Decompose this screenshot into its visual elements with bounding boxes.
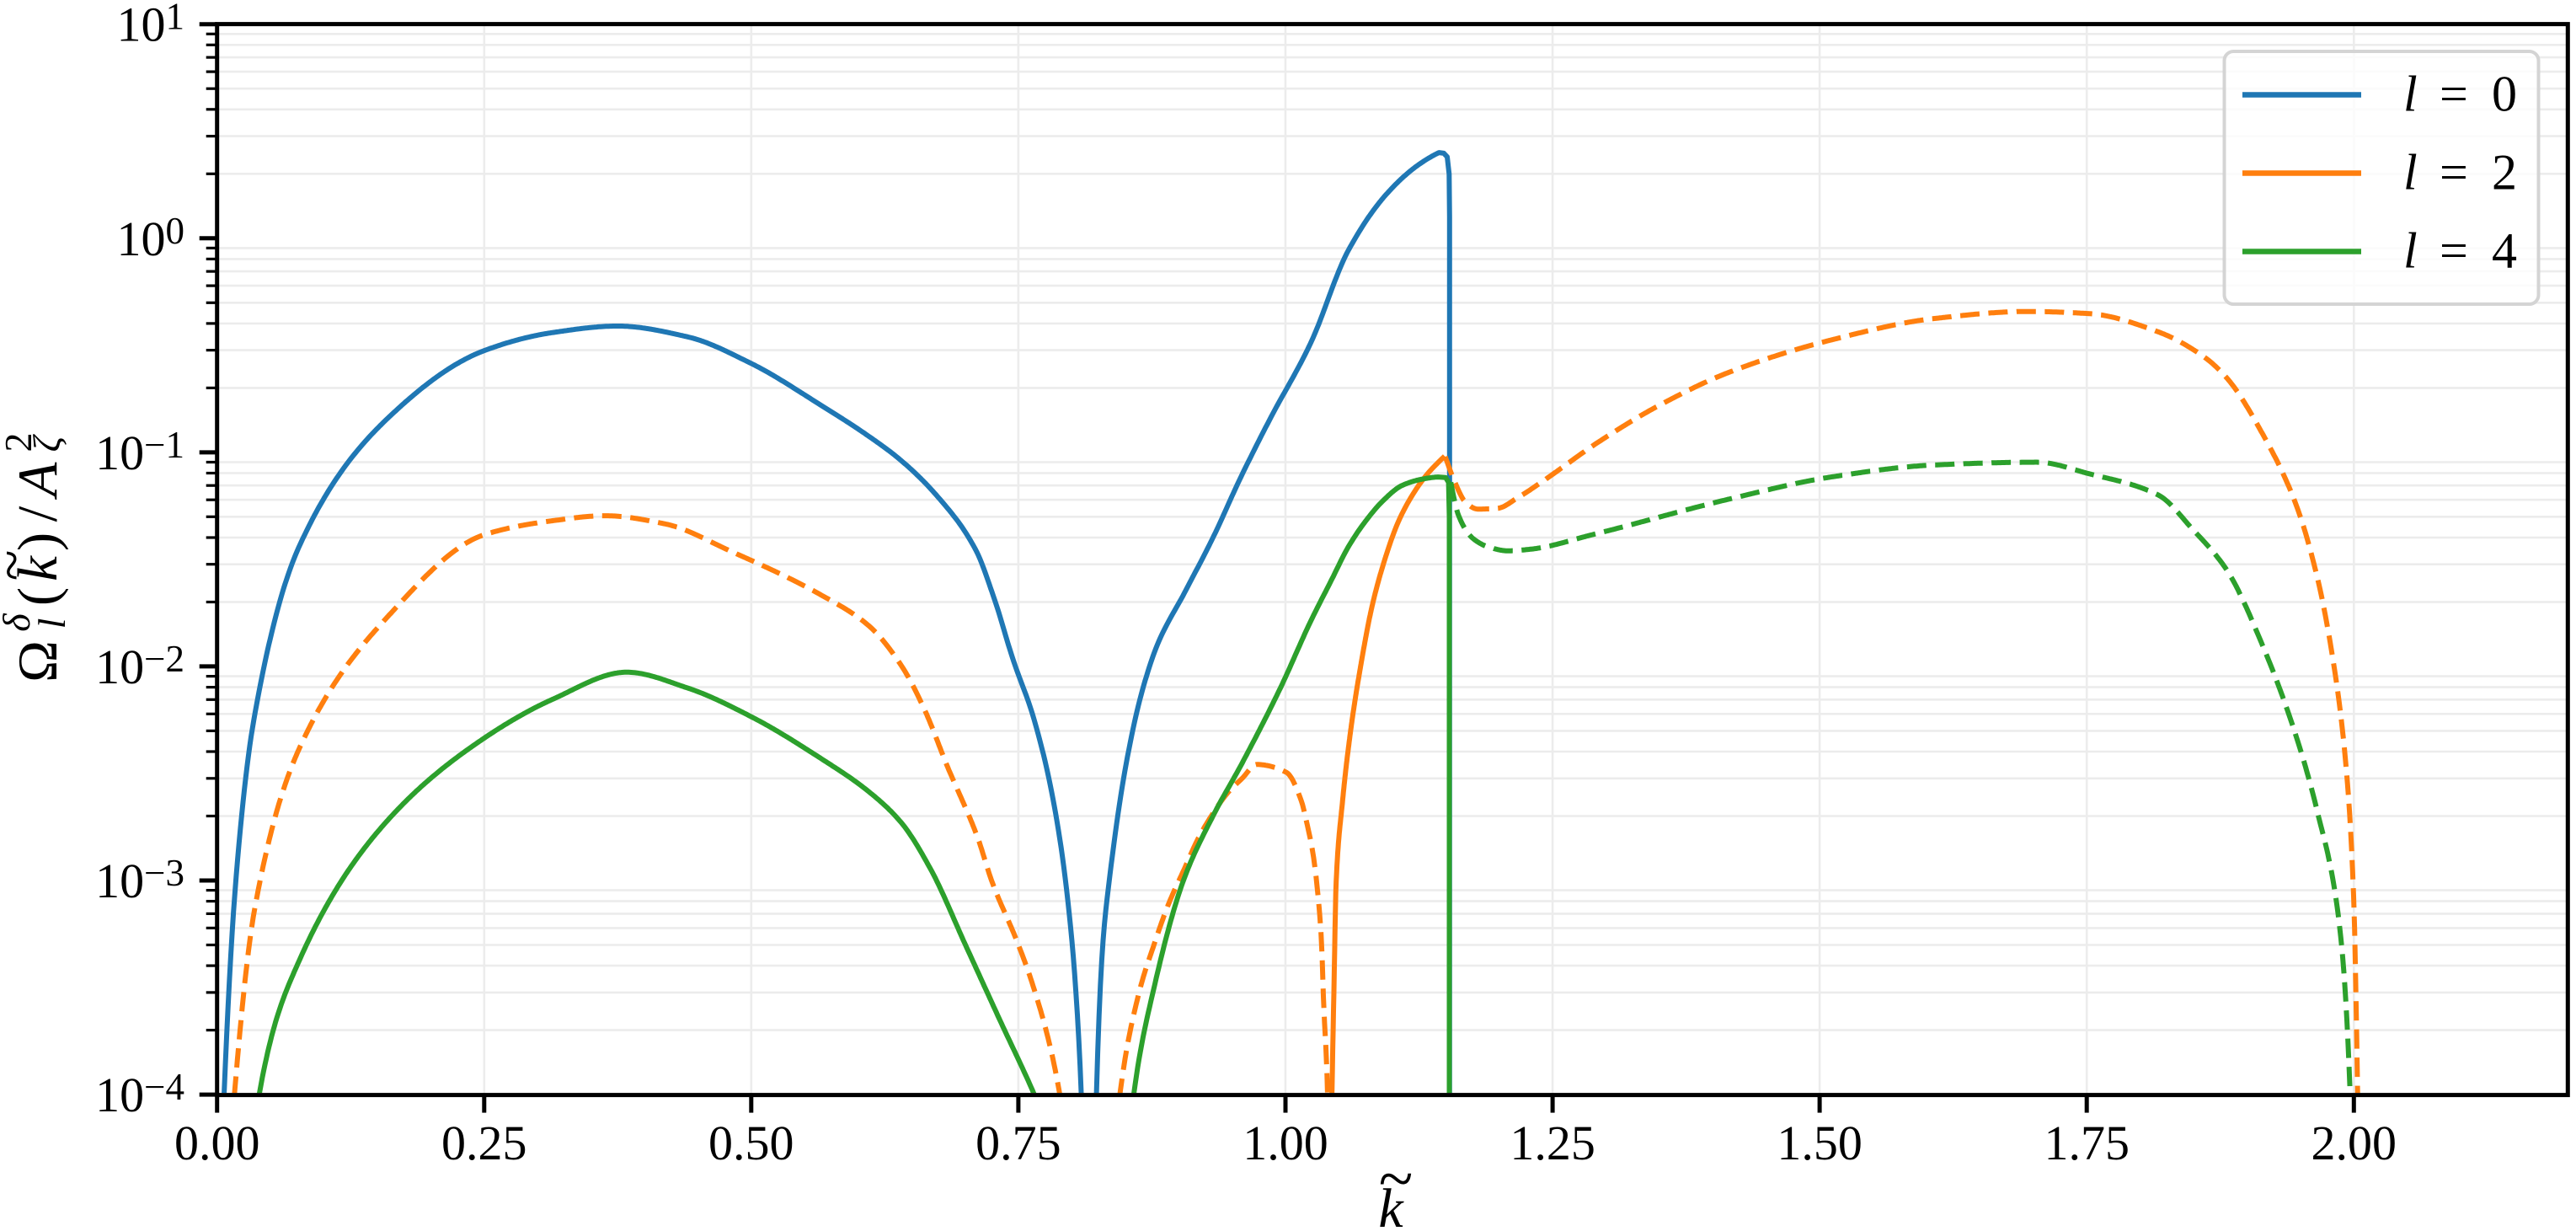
svg-text:1.50: 1.50: [1777, 1116, 1863, 1170]
svg-text:100: 100: [117, 210, 185, 266]
svg-text:~: ~: [1379, 1144, 1414, 1214]
svg-text:0.75: 0.75: [975, 1116, 1061, 1170]
svg-text:/: /: [7, 506, 69, 522]
svg-text:0: 0: [2492, 67, 2517, 122]
svg-text:=: =: [2440, 223, 2468, 279]
svg-text:0.00: 0.00: [174, 1116, 260, 1170]
svg-text:=: =: [2440, 145, 2468, 201]
svg-text:l: l: [2403, 67, 2418, 122]
svg-text:Ω: Ω: [7, 640, 69, 682]
svg-text:): ): [7, 533, 69, 551]
svg-text:2: 2: [2492, 145, 2517, 201]
svg-text:~: ~: [0, 550, 43, 581]
svg-text:l: l: [30, 618, 73, 629]
svg-text:=: =: [2440, 67, 2468, 122]
svg-text:0.50: 0.50: [708, 1116, 794, 1170]
svg-text:k: k: [7, 555, 69, 581]
svg-text:1.75: 1.75: [2044, 1116, 2130, 1170]
svg-text:2: 2: [0, 433, 40, 452]
svg-text:δ: δ: [0, 613, 38, 632]
svg-text:A: A: [7, 461, 69, 500]
svg-text:1.00: 1.00: [1243, 1116, 1328, 1170]
svg-text:ζ: ζ: [25, 433, 68, 452]
svg-text:1.25: 1.25: [1510, 1116, 1595, 1170]
svg-text:2.00: 2.00: [2311, 1116, 2397, 1170]
svg-text:(: (: [7, 587, 69, 606]
svg-text:l: l: [2403, 223, 2418, 279]
svg-text:4: 4: [2492, 223, 2517, 279]
svg-text:k: k: [1378, 1178, 1404, 1231]
svg-text:l: l: [2403, 145, 2418, 201]
svg-text:0.25: 0.25: [441, 1116, 527, 1170]
